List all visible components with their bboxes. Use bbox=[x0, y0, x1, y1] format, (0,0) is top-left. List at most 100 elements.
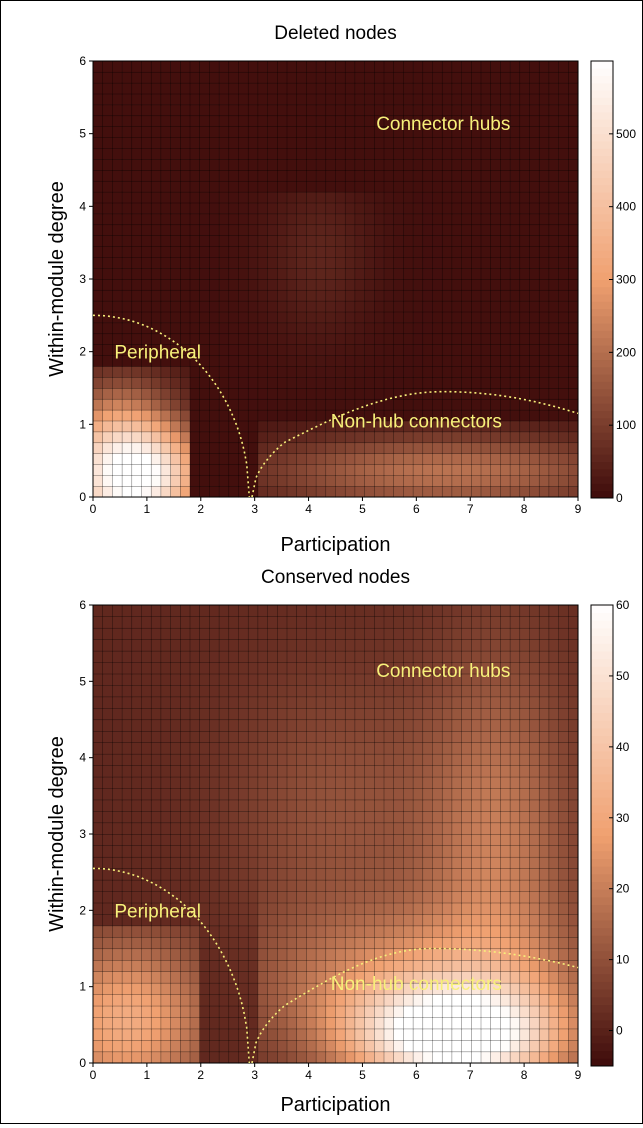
heatmap-cell bbox=[529, 322, 540, 335]
heatmap-cell bbox=[218, 267, 230, 280]
heatmap-cell bbox=[121, 126, 133, 138]
heatmap-cell bbox=[432, 776, 443, 789]
heatmap-cell bbox=[519, 485, 531, 498]
heatmap-cell bbox=[548, 833, 560, 846]
heatmap-cell bbox=[247, 833, 259, 846]
heatmap-cell bbox=[461, 376, 472, 389]
heatmap-cell bbox=[247, 902, 259, 915]
heatmap-cell bbox=[238, 104, 249, 117]
heatmap-cell bbox=[403, 300, 414, 313]
heatmap-cell bbox=[500, 191, 511, 204]
x-axis-label: Participation bbox=[280, 534, 390, 556]
heatmap-cell bbox=[480, 376, 492, 389]
heatmap-cell bbox=[461, 822, 472, 835]
heatmap-cell bbox=[180, 278, 191, 291]
heatmap-cell bbox=[121, 639, 133, 652]
heatmap-cell bbox=[500, 616, 511, 629]
heatmap-cell bbox=[335, 650, 346, 663]
heatmap-cell bbox=[519, 662, 531, 675]
x-tick-label: 4 bbox=[305, 1068, 312, 1082]
heatmap-cell bbox=[441, 1028, 453, 1041]
heatmap-cell bbox=[519, 453, 531, 465]
heatmap-cell bbox=[257, 639, 269, 652]
heatmap-cell bbox=[150, 246, 162, 258]
heatmap-cell bbox=[568, 464, 579, 476]
heatmap-cell bbox=[141, 246, 152, 258]
heatmap-cell bbox=[412, 180, 424, 193]
heatmap-cell bbox=[286, 799, 298, 812]
heatmap-cell bbox=[247, 753, 259, 766]
colorbar-segment bbox=[591, 97, 613, 106]
heatmap-cell bbox=[558, 856, 569, 869]
heatmap-cell bbox=[180, 662, 191, 675]
heatmap-cell bbox=[141, 1039, 152, 1053]
heatmap-cell bbox=[199, 344, 210, 356]
heatmap-cell bbox=[277, 213, 288, 226]
heatmap-cell bbox=[209, 1051, 220, 1064]
heatmap-cell bbox=[432, 256, 443, 269]
heatmap-cell bbox=[286, 300, 298, 313]
x-tick-label: 4 bbox=[305, 502, 312, 516]
heatmap-cell bbox=[209, 333, 220, 345]
heatmap-cell bbox=[102, 799, 113, 812]
heatmap-cell bbox=[180, 235, 191, 247]
heatmap-cell bbox=[180, 464, 191, 476]
heatmap-cell bbox=[451, 485, 463, 498]
heatmap-cell bbox=[267, 673, 278, 686]
heatmap-cell bbox=[296, 474, 307, 487]
heatmap-cell bbox=[306, 776, 317, 789]
heatmap-cell bbox=[374, 333, 385, 345]
heatmap-cell bbox=[180, 82, 191, 95]
heatmap-cell bbox=[277, 158, 288, 171]
heatmap-cell bbox=[267, 82, 278, 95]
colorbar-segment bbox=[591, 981, 613, 990]
heatmap-cell bbox=[199, 453, 210, 465]
heatmap-cell bbox=[519, 684, 531, 698]
heatmap-cell bbox=[344, 856, 356, 869]
heatmap-cell bbox=[471, 333, 482, 345]
heatmap-cell bbox=[112, 833, 123, 846]
heatmap-cell bbox=[238, 137, 249, 149]
heatmap-cell bbox=[490, 453, 501, 465]
heatmap-cell bbox=[218, 1051, 230, 1064]
heatmap-cell bbox=[548, 213, 560, 226]
heatmap-cell bbox=[490, 213, 501, 226]
heatmap-cell bbox=[364, 147, 375, 160]
heatmap-cell bbox=[335, 213, 346, 226]
heatmap-cell bbox=[354, 246, 366, 258]
heatmap-cell bbox=[267, 442, 278, 454]
heatmap-cell bbox=[150, 191, 162, 204]
heatmap-cell bbox=[315, 719, 327, 732]
heatmap-cell bbox=[558, 810, 569, 824]
heatmap-cell bbox=[209, 224, 220, 236]
heatmap-cell bbox=[180, 707, 191, 721]
heatmap-cell bbox=[131, 246, 143, 258]
heatmap-cell bbox=[500, 604, 511, 617]
heatmap-cell bbox=[412, 845, 424, 858]
heatmap-cell bbox=[509, 442, 521, 454]
heatmap-cell bbox=[296, 616, 307, 629]
heatmap-cell bbox=[267, 344, 278, 356]
heatmap-cell bbox=[490, 82, 501, 95]
heatmap-cell bbox=[277, 442, 288, 454]
heatmap-cell bbox=[257, 442, 269, 454]
heatmap-cell bbox=[422, 948, 434, 961]
colorbar-segment bbox=[591, 1012, 613, 1021]
heatmap-cell bbox=[422, 891, 434, 904]
heatmap-cell bbox=[267, 104, 278, 117]
heatmap-cell bbox=[189, 365, 201, 378]
heatmap-cell bbox=[374, 311, 385, 324]
heatmap-cell bbox=[267, 224, 278, 236]
heatmap-cell bbox=[102, 235, 113, 247]
heatmap-cell bbox=[558, 246, 569, 258]
heatmap-cell bbox=[374, 387, 385, 400]
heatmap-cell bbox=[131, 776, 143, 789]
heatmap-cell bbox=[500, 235, 511, 247]
heatmap-cell bbox=[180, 868, 191, 881]
heatmap-cell bbox=[257, 959, 269, 972]
heatmap-cell bbox=[247, 627, 259, 640]
heatmap-cell bbox=[199, 799, 210, 812]
heatmap-cell bbox=[441, 787, 453, 801]
heatmap-cell bbox=[228, 753, 240, 766]
heatmap-cell bbox=[509, 730, 521, 743]
